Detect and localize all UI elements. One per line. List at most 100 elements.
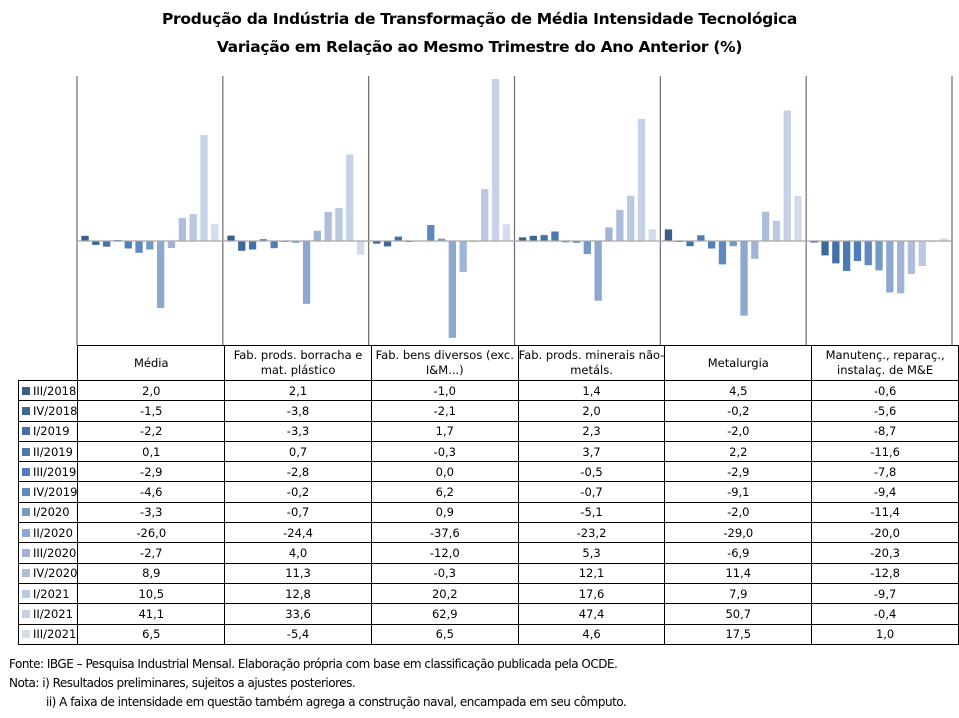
data-label: -1,5 — [77, 400, 226, 422]
data-label: 0,7 — [224, 440, 372, 463]
data-label: -0,2 — [224, 481, 372, 503]
data-label: -11,4 — [811, 501, 959, 524]
bar-ii-2020-cat0 — [157, 241, 165, 308]
legend-label: IV/2020 — [33, 566, 78, 581]
data-label: 41,1 — [77, 603, 226, 625]
bar-iii-2020-cat4 — [751, 241, 759, 259]
data-label: 1,4 — [517, 379, 666, 402]
bar-ii-2021-cat2 — [491, 79, 500, 241]
data-label: -0,5 — [517, 461, 666, 483]
bar-i-2019-cat4 — [686, 241, 694, 247]
category-header-line: Manutenç., reparaç., — [825, 348, 945, 362]
bar-iii-2018-cat4 — [664, 229, 673, 241]
bar-ii-2019-cat1 — [259, 239, 267, 241]
category-header-line: Metalurgia — [707, 355, 769, 370]
legend-entry: II/2021 — [17, 603, 79, 625]
bar-iv-2019-cat3 — [572, 241, 581, 243]
chart-subtitle: Variação em Relação ao Mesmo Trimestre d… — [216, 38, 743, 56]
data-label: 50,7 — [664, 603, 813, 625]
data-label: -2,9 — [77, 461, 226, 483]
category-header: Fab. prods. minerais não-metáls. — [517, 345, 666, 381]
bar-iii-2020-cat2 — [459, 241, 467, 272]
bar-iv-2020-cat0 — [178, 218, 186, 241]
data-label: -2,7 — [77, 542, 226, 564]
bar-iii-2020-cat1 — [313, 230, 321, 241]
table-row: II/2020 -26,0 -24,4 -37,6 -23,2 -29,0 -20,0 — [17, 522, 959, 544]
bar-iv-2018-cat2 — [383, 241, 392, 247]
bar-i-2019-cat5 — [832, 241, 840, 264]
legend-swatch-icon — [22, 589, 30, 598]
data-label: 6,5 — [370, 623, 519, 645]
data-table: Média Fab. prods. borracha e mat. plástico… — [17, 345, 959, 645]
legend-entry: II/2019 — [17, 440, 79, 463]
category-header-line: I&M...) — [425, 363, 464, 377]
bar-ii-2019-cat3 — [551, 231, 559, 241]
category-header-line: Média — [134, 355, 169, 370]
data-label: 2,2 — [664, 440, 813, 463]
data-label: -7,8 — [811, 461, 959, 483]
bar-i-2019-cat0 — [103, 241, 111, 247]
legend-swatch-icon — [22, 609, 30, 618]
data-label: 2,3 — [517, 420, 666, 442]
data-label: 5,3 — [517, 542, 666, 564]
data-label: 20,2 — [370, 582, 519, 605]
bar-ii-2020-cat4 — [740, 241, 748, 316]
category-header: Metalurgia — [664, 345, 813, 381]
bar-ii-2020-cat3 — [594, 241, 602, 301]
category-header-line: Fab. bens diversos (exc. — [375, 348, 514, 362]
bar-i-2020-cat3 — [583, 241, 591, 255]
bar-iii-2021-cat5 — [940, 238, 948, 241]
data-label: 8,9 — [77, 562, 226, 584]
legend-label: II/2020 — [33, 525, 73, 540]
legend-entry: IV/2018 — [17, 400, 79, 422]
data-label: -8,7 — [811, 420, 959, 442]
bar-iv-2019-cat2 — [427, 225, 435, 241]
data-label: -2,1 — [370, 400, 519, 422]
note-naval: ii) A faixa de intensidade em questão ta… — [46, 695, 627, 709]
data-label: 2,0 — [77, 379, 226, 402]
data-label: -2,0 — [664, 501, 813, 524]
data-label: 2,1 — [224, 379, 372, 402]
table-row: I/2019 -2,2 -3,3 1,7 2,3 -2,0 -8,7 — [17, 420, 959, 442]
bar-ii-2020-cat1 — [302, 241, 311, 304]
table-row: IV/2019 -4,6 -0,2 6,2 -0,7 -9,1 -9,4 — [17, 481, 959, 503]
data-label: 3,7 — [517, 440, 666, 463]
bar-iii-2020-cat3 — [605, 227, 613, 241]
data-label: 62,9 — [370, 603, 519, 625]
legend-label: II/2021 — [33, 606, 73, 621]
bar-iii-2018-cat3 — [518, 237, 527, 241]
bar-ii-2019-cat5 — [843, 241, 851, 271]
category-header-line: Fab. prods. borracha e — [233, 348, 363, 362]
table-row: III/2020 -2,7 4,0 -12,0 5,3 -6,9 -20,3 — [17, 542, 959, 564]
legend-swatch-icon — [22, 569, 30, 578]
bar-iii-2020-cat5 — [897, 241, 905, 294]
bar-iv-2018-cat0 — [92, 241, 100, 245]
bar-i-2021-cat0 — [189, 214, 197, 241]
bar-iv-2019-cat0 — [135, 241, 143, 253]
bar-ii-2020-cat5 — [886, 241, 894, 293]
bar-iii-2021-cat1 — [356, 241, 365, 255]
legend-swatch-icon — [22, 386, 30, 395]
data-label: -0,7 — [224, 501, 372, 524]
table-row: II/2021 41,1 33,6 62,9 47,4 50,7 -0,4 — [17, 603, 959, 625]
bar-iv-2020-cat1 — [324, 211, 332, 241]
data-label: 17,5 — [664, 623, 813, 645]
data-label: 1,0 — [811, 623, 959, 645]
legend-label: IV/2019 — [33, 485, 78, 500]
data-label: -23,2 — [517, 522, 666, 544]
legend-entry: III/2021 — [17, 623, 79, 645]
bar-iv-2019-cat5 — [864, 241, 872, 266]
category-header: Fab. prods. borracha e mat. plástico — [224, 345, 372, 381]
legend-label: I/2020 — [33, 505, 70, 520]
data-label: 0,1 — [77, 440, 226, 463]
bar-i-2021-cat2 — [481, 189, 489, 241]
data-label: 47,4 — [517, 603, 666, 625]
data-label: -5,4 — [224, 623, 372, 645]
table-row: I/2020 -3,3 -0,7 0,9 -5,1 -2,0 -11,4 — [17, 501, 959, 524]
legend-swatch-icon — [22, 549, 30, 558]
data-label: -29,0 — [664, 522, 813, 544]
legend-entry: III/2020 — [17, 542, 79, 564]
data-label: -4,6 — [77, 481, 226, 503]
table-corner — [18, 345, 79, 381]
data-label: 12,8 — [224, 582, 372, 605]
